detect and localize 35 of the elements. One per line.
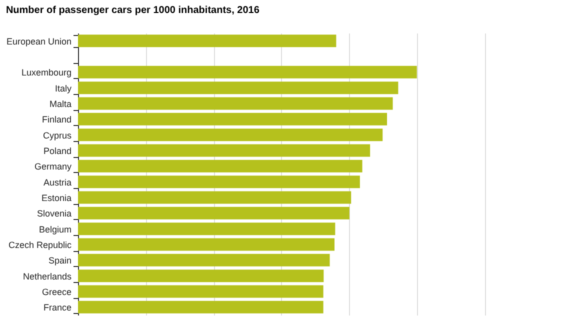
y-tick-label: Belgium [38, 224, 72, 234]
y-tick-label: Italy [54, 83, 72, 94]
y-tick-label: Luxembourg [21, 68, 72, 78]
bar [78, 144, 370, 157]
bar [78, 112, 388, 126]
bar [78, 160, 362, 172]
bar [78, 238, 335, 251]
bar [78, 285, 324, 298]
y-tick-label: Malta [49, 99, 72, 109]
bar [78, 82, 398, 94]
chart-title: Number of passenger cars per 1000 inhabitants, 2016 [6, 5, 260, 16]
y-tick-label: Cyprus [42, 130, 72, 140]
y-tick-label: Spain [48, 256, 72, 266]
bar [78, 128, 383, 142]
bar [78, 254, 330, 266]
y-tick-label: Germany [34, 162, 72, 172]
bar [78, 206, 350, 220]
y-tick-label: Austria [43, 177, 72, 188]
y-tick-label: Slovenia [36, 208, 72, 219]
y-tick-label: Netherlands [22, 271, 72, 282]
bar [78, 300, 324, 314]
bar [78, 34, 336, 48]
y-tick-label: Poland [43, 146, 72, 156]
bar [78, 270, 324, 282]
bar [78, 97, 393, 110]
y-tick-label: Estonia [41, 193, 72, 203]
y-tick-label: France [43, 302, 72, 313]
y-tick-label: Greece [42, 287, 72, 297]
bar [78, 66, 417, 78]
bar [78, 222, 336, 236]
y-tick-label: Finland [42, 114, 72, 125]
bar [78, 176, 360, 188]
y-tick-label: European Union [6, 36, 72, 46]
y-tick-label: Czech Republic [8, 240, 72, 250]
bar [78, 191, 352, 204]
